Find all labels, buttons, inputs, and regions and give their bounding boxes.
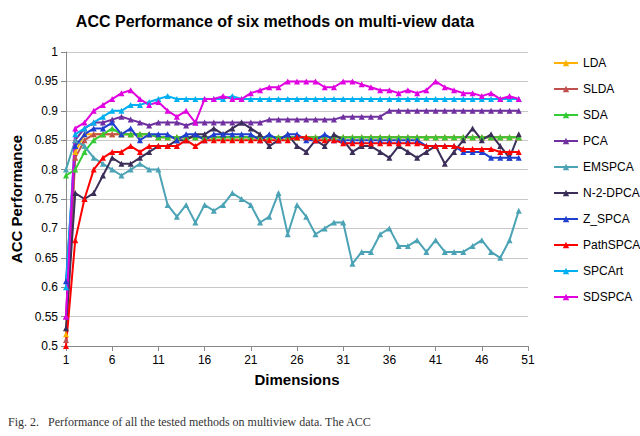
svg-text:6: 6 (109, 353, 116, 367)
svg-text:0.65: 0.65 (35, 251, 59, 265)
svg-text:0.5: 0.5 (41, 339, 58, 353)
svg-text:0.95: 0.95 (35, 74, 59, 88)
svg-text:26: 26 (290, 353, 304, 367)
svg-text:0.6: 0.6 (41, 280, 58, 294)
svg-text:31: 31 (337, 353, 351, 367)
svg-text:0.8: 0.8 (41, 163, 58, 177)
svg-text:41: 41 (429, 353, 443, 367)
svg-text:Dimensions: Dimensions (254, 371, 339, 388)
svg-text:SDSPCA: SDSPCA (583, 290, 632, 304)
svg-text:0.85: 0.85 (35, 133, 59, 147)
svg-text:1: 1 (63, 353, 70, 367)
svg-text:EMSPCA: EMSPCA (583, 160, 634, 174)
svg-text:0.75: 0.75 (35, 192, 59, 206)
svg-text:N-2-DPCA: N-2-DPCA (583, 186, 640, 200)
svg-text:0.55: 0.55 (35, 310, 59, 324)
svg-text:51: 51 (521, 353, 535, 367)
svg-text:ACC Performance: ACC Performance (8, 135, 25, 263)
svg-text:Fig. 2. Performance of all t: Fig. 2. Performance of all the tested me… (8, 415, 371, 429)
svg-text:21: 21 (244, 353, 258, 367)
svg-text:SDA: SDA (583, 108, 608, 122)
svg-text:PathSPCA: PathSPCA (583, 238, 640, 252)
svg-text:SLDA: SLDA (583, 82, 614, 96)
svg-text:Z_SPCA: Z_SPCA (583, 212, 630, 226)
svg-text:ACC Performance of six methods: ACC Performance of six methods on multi-… (76, 13, 474, 30)
svg-text:PCA: PCA (583, 134, 608, 148)
svg-text:SPCArt: SPCArt (583, 264, 624, 278)
svg-text:0.7: 0.7 (41, 221, 58, 235)
svg-text:1: 1 (51, 45, 58, 59)
svg-text:0.9: 0.9 (41, 104, 58, 118)
svg-text:16: 16 (198, 353, 212, 367)
svg-text:36: 36 (383, 353, 397, 367)
svg-text:46: 46 (475, 353, 489, 367)
svg-text:LDA: LDA (583, 56, 606, 70)
svg-text:11: 11 (152, 353, 165, 367)
